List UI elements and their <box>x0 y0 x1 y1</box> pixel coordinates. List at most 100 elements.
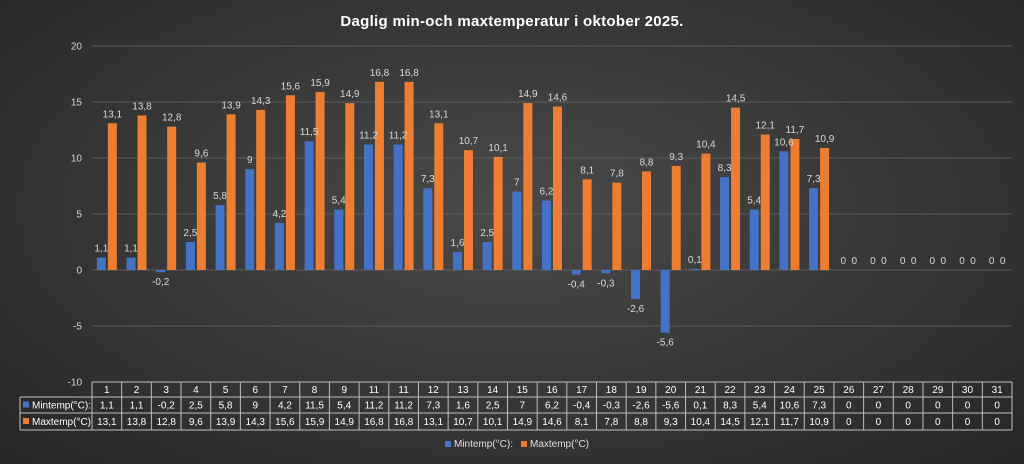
data-label: 7,3 <box>807 174 821 185</box>
data-label: -0,2 <box>152 277 170 288</box>
data-label: 0 <box>851 256 857 267</box>
data-label: 2,5 <box>480 228 494 239</box>
table-cell: -2,6 <box>632 401 650 412</box>
table-cell: 8,8 <box>634 417 648 428</box>
data-label: 5,8 <box>213 191 227 202</box>
data-label: 11,2 <box>359 131 378 142</box>
x-category-label: 18 <box>606 385 618 396</box>
table-cell: 16,8 <box>364 417 384 428</box>
x-category-label: 30 <box>962 385 974 396</box>
bar-min <box>215 205 225 270</box>
table-cell: 5,4 <box>337 401 351 412</box>
data-label: 14,3 <box>251 96 271 107</box>
table-cell: 0,1 <box>693 401 707 412</box>
table-cell: 10,7 <box>453 417 473 428</box>
table-cell: 7,3 <box>812 401 826 412</box>
x-category-label: 8 <box>312 385 318 396</box>
y-tick-label: -5 <box>73 322 82 333</box>
bar-max <box>731 107 741 270</box>
bar-min <box>779 151 789 270</box>
data-label: 13,9 <box>221 100 241 111</box>
table-legend-key <box>23 401 29 408</box>
data-label: 16,8 <box>370 68 390 79</box>
data-label: 0 <box>1000 256 1006 267</box>
data-label: 8,3 <box>718 163 732 174</box>
table-cell: 6,2 <box>545 401 559 412</box>
x-category-label: 13 <box>457 385 469 396</box>
table-cell: 0 <box>905 417 911 428</box>
bar-max <box>642 171 652 270</box>
bar-min <box>156 270 166 273</box>
table-cell: 15,6 <box>275 417 295 428</box>
table-series-name: Maxtemp(°C) <box>32 417 91 428</box>
data-label: 13,1 <box>103 109 123 120</box>
bar-min <box>601 270 611 274</box>
bar-min <box>809 188 819 270</box>
data-label: 9 <box>247 155 253 166</box>
table-cell: 11,5 <box>305 401 324 412</box>
bar-min <box>363 144 373 270</box>
x-category-label: 15 <box>517 385 529 396</box>
legend-label: Maxtemp(°C) <box>530 439 589 450</box>
data-label: 14,5 <box>726 94 746 105</box>
data-label: 10,9 <box>815 134 835 145</box>
bar-max <box>196 162 206 270</box>
x-category-label: 28 <box>903 385 915 396</box>
data-label: 11,2 <box>389 131 408 142</box>
y-tick-label: -10 <box>68 378 83 389</box>
table-cell: -0,3 <box>603 401 621 412</box>
table-cell: 2,5 <box>486 401 500 412</box>
data-label: 14,9 <box>340 89 360 100</box>
bar-max <box>790 138 800 270</box>
bar-max <box>463 150 473 270</box>
data-label: 8,8 <box>640 157 654 168</box>
data-label: 0 <box>959 256 965 267</box>
bar-min <box>660 270 670 333</box>
table-cell: -0,4 <box>573 401 591 412</box>
data-label: 10,1 <box>488 143 508 154</box>
bar-max <box>434 123 444 270</box>
data-label: 14,6 <box>548 92 568 103</box>
bar-min <box>631 270 641 300</box>
bar-max <box>374 81 384 270</box>
bar-max <box>107 123 117 270</box>
legend-label: Mintemp(°C): <box>454 439 513 450</box>
table-cell: 15,9 <box>305 417 325 428</box>
data-label: 12,1 <box>756 120 776 131</box>
chart-title: Daglig min-och maxtemperatur i oktober 2… <box>340 13 683 30</box>
x-category-label: 9 <box>341 385 347 396</box>
data-label: 10,6 <box>774 137 794 148</box>
data-label: 7 <box>514 178 520 189</box>
x-category-label: 12 <box>428 385 440 396</box>
table-cell: 0 <box>935 401 941 412</box>
bar-min <box>749 209 759 270</box>
data-label: 9,6 <box>194 148 208 159</box>
table-cell: 5,4 <box>753 401 767 412</box>
data-label: 1,1 <box>124 244 138 255</box>
data-label: 8,1 <box>580 165 594 176</box>
table-cell: 14,6 <box>542 417 562 428</box>
data-label: 13,1 <box>429 109 449 120</box>
bar-max <box>285 95 295 270</box>
data-label: 16,8 <box>399 68 419 79</box>
table-cell: 0 <box>846 417 852 428</box>
table-cell: 13,1 <box>97 417 117 428</box>
bar-min <box>720 177 730 270</box>
x-category-label: 16 <box>546 385 558 396</box>
data-label: 11,5 <box>300 127 319 138</box>
table-cell: 1,1 <box>130 401 144 412</box>
bar-min <box>304 141 314 270</box>
data-label: 7,3 <box>421 174 435 185</box>
table-cell: 14,3 <box>245 417 265 428</box>
bar-min <box>512 191 522 270</box>
bars <box>96 81 830 333</box>
table-cell: 10,9 <box>809 417 829 428</box>
y-axis: -10 -5 0 5 10 15 20 <box>68 42 83 389</box>
data-label: 12,8 <box>162 113 182 124</box>
x-category-label: 22 <box>725 385 737 396</box>
legend-swatch <box>521 441 527 447</box>
table-cell: 12,8 <box>156 417 176 428</box>
table-cell: 9,3 <box>664 417 678 428</box>
bar-max <box>167 126 177 270</box>
